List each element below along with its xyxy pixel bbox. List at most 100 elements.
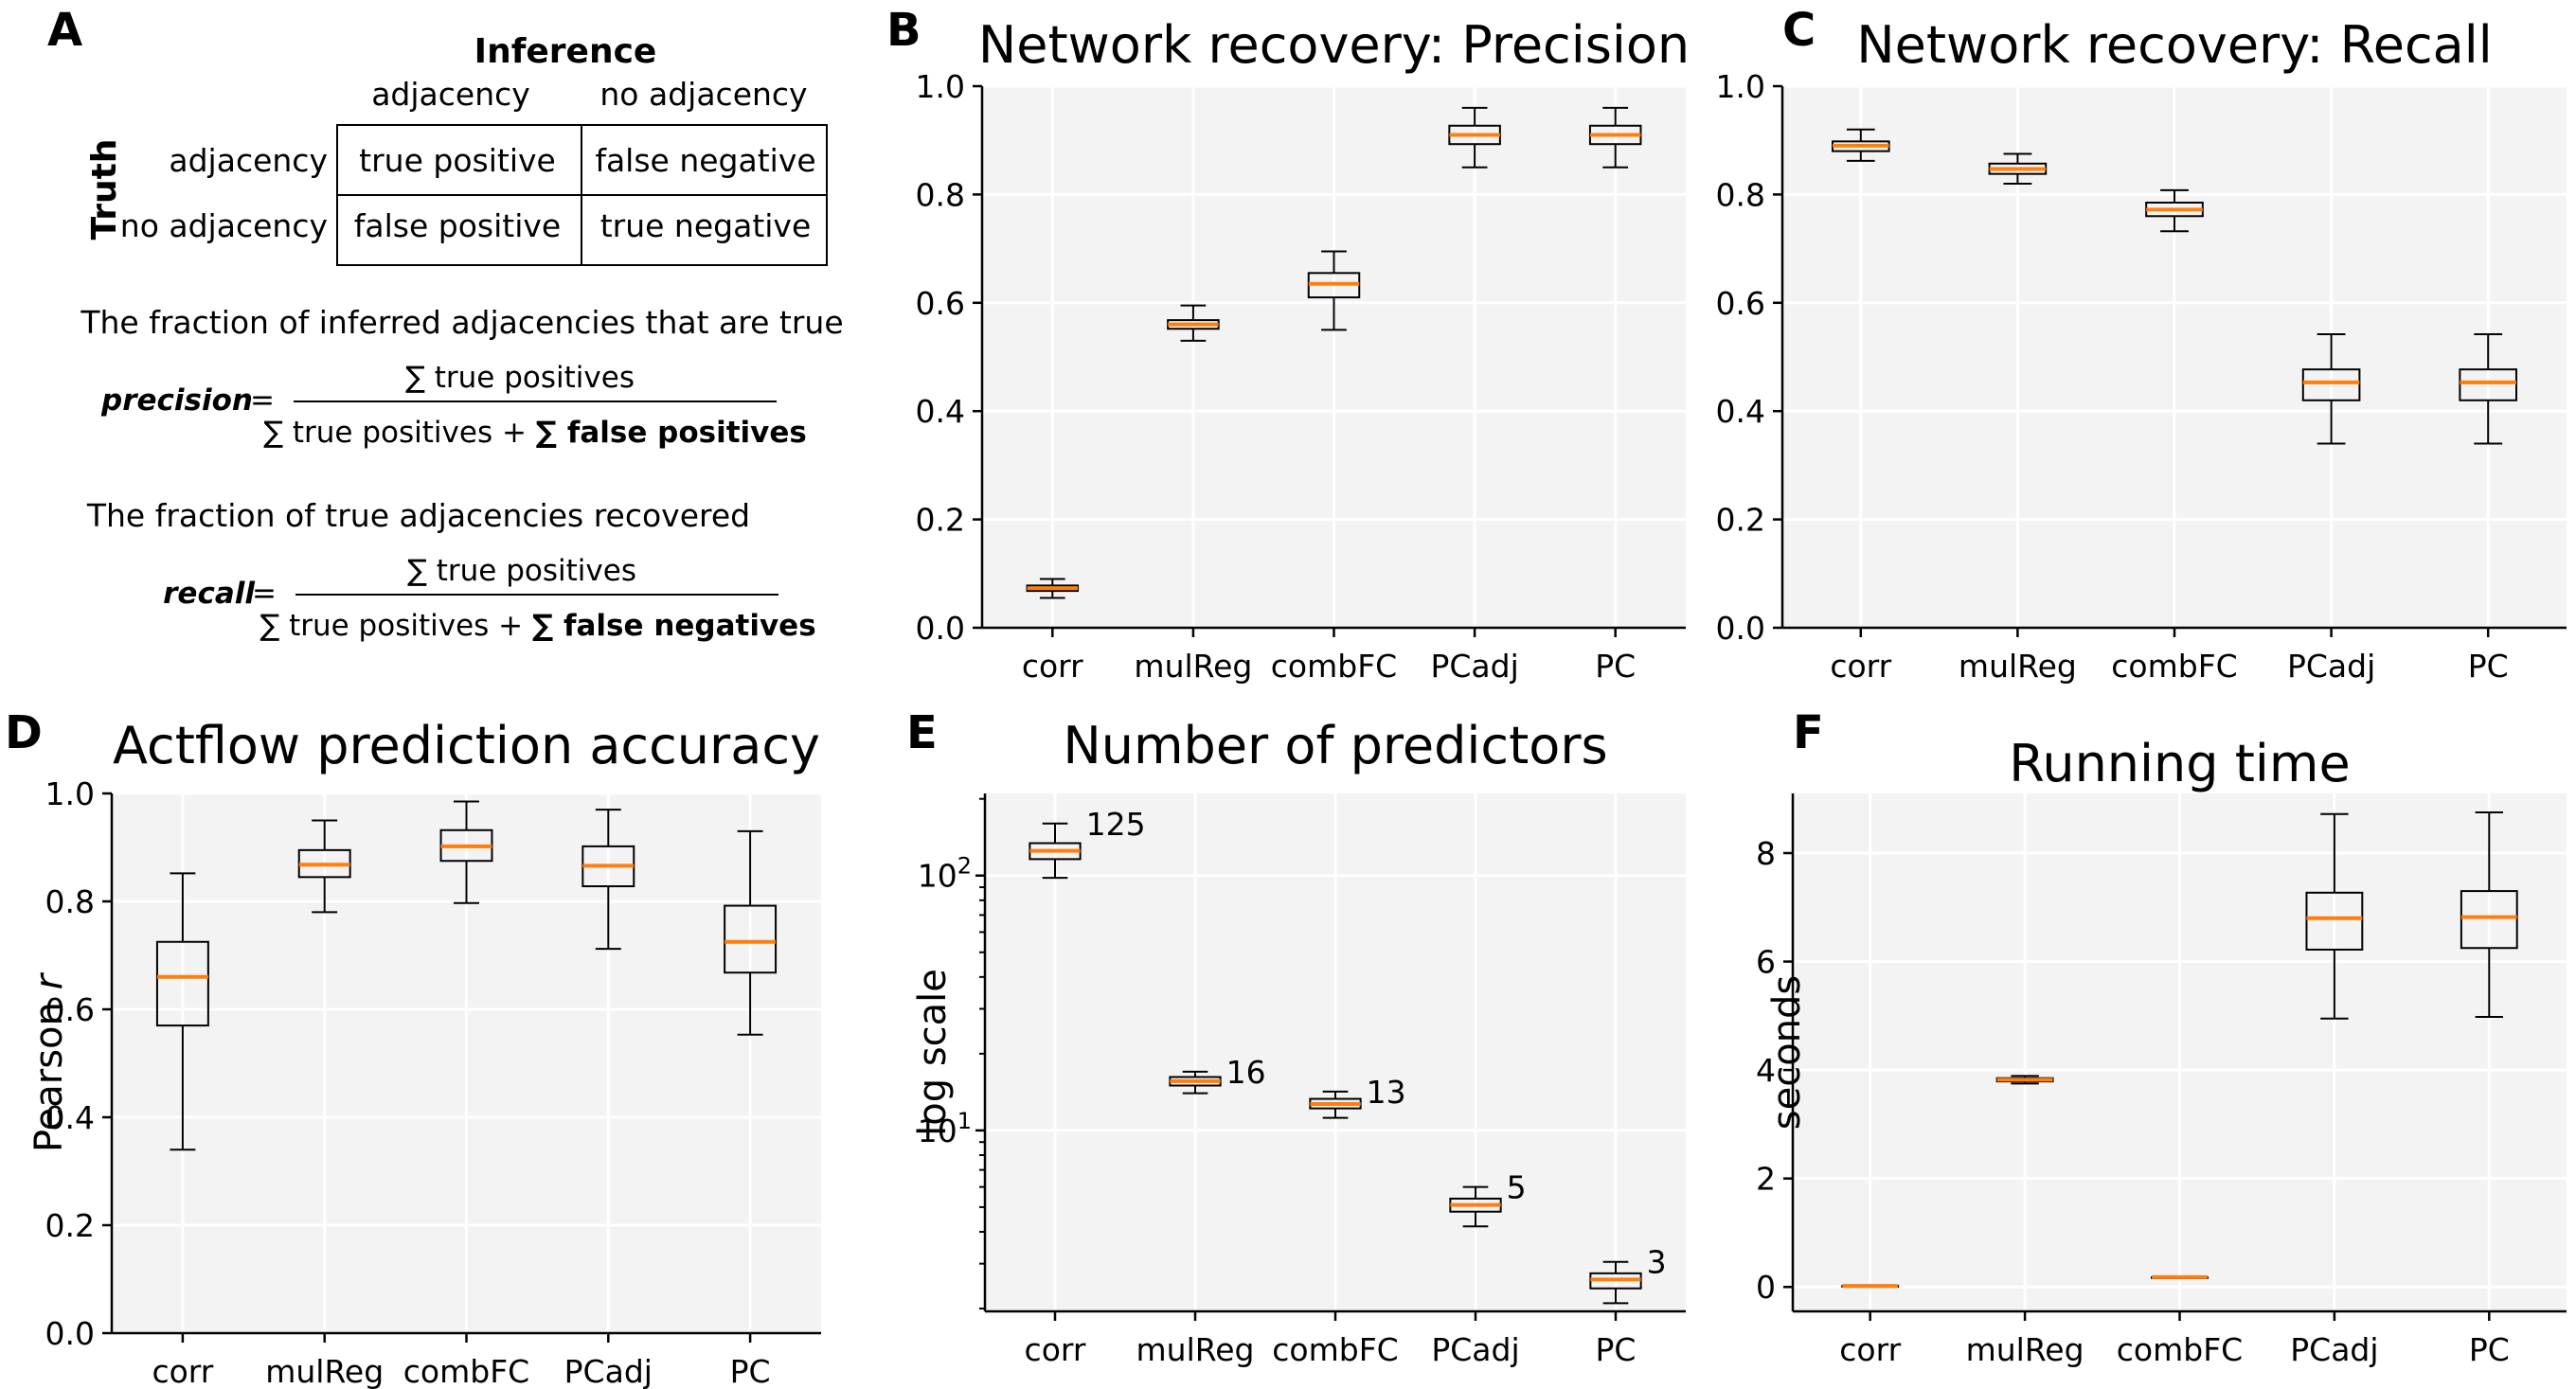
precision-denominator-bold: ∑ false positives (536, 416, 807, 450)
chart-panels: 0.0 0.2 0.4 0.6 0.8 1.0 corr mulReg combFC PCadj P… (5, 4, 2567, 1389)
y-tick-label: 0.8 (45, 883, 95, 920)
x-tick-label-mulreg: mulReg (1136, 1331, 1255, 1368)
chart-title: Actflow prediction accuracy (113, 716, 820, 775)
recall-denominator-bold: ∑ false negatives (532, 609, 816, 643)
box-mulreg (1167, 304, 1220, 342)
box-combfc: 13 (1309, 1074, 1406, 1119)
y-tick-label: 0.4 (45, 1099, 95, 1136)
y-tick-label: 0.8 (916, 176, 965, 213)
x-tick-label-pcadj: PCadj (2290, 1331, 2378, 1368)
y-axis-label: seconds (1765, 975, 1809, 1131)
y-tick-label: 6 (1756, 944, 1776, 981)
cell-false-negative: false negative (595, 142, 815, 179)
y-tick-label: 0.2 (45, 1207, 95, 1244)
precision-equals: = (250, 383, 275, 418)
x-tick-label-pc: PC (730, 1353, 771, 1389)
x-tick-label-mulreg: mulReg (1959, 648, 2077, 685)
x-tick-label-pcadj: PCadj (564, 1353, 653, 1389)
col-label-no-adjacency: no adjacency (599, 76, 807, 113)
y-tick-label: 1.0 (1716, 68, 1765, 105)
y-axis-label-text: log scale (911, 969, 955, 1136)
chart-panel-b: 0.0 0.2 0.4 0.6 0.8 1.0 corr mulReg combFC PCadj P… (886, 4, 1690, 685)
box-corr (1841, 1284, 1900, 1289)
chart-panel-d: 0.0 0.2 0.4 0.6 0.8 1.0 corr mulReg combFC PCadj P… (5, 706, 821, 1389)
recall-caption: The fraction of true adjacencies recover… (86, 497, 750, 534)
precision-denominator: ∑ true positives + ∑ false positives (263, 416, 807, 450)
y-tick-label: 2 (1756, 1161, 1776, 1198)
y-tick-label: 0 (1756, 1269, 1776, 1306)
box-corr: 125 (1029, 806, 1146, 880)
x-tick-label-corr: corr (1022, 648, 1083, 685)
x-tick-label-corr: corr (1830, 648, 1891, 685)
box-pc (724, 829, 778, 1036)
x-tick-label-pc: PC (1595, 648, 1636, 685)
box-mulreg: 16 (1169, 1054, 1266, 1095)
x-tick-label-corr: corr (1025, 1331, 1086, 1368)
box-iqr (155, 940, 209, 1027)
y-tick-label: 0.8 (1716, 176, 1765, 213)
precision-caption: The fraction of inferred adjacencies tha… (80, 304, 843, 341)
box-pc (2460, 811, 2518, 1018)
box-mulreg (297, 819, 351, 914)
col-label-adjacency: adjacency (371, 76, 530, 113)
y-axis-label: log scale (911, 969, 955, 1136)
x-tick-label-pcadj: PCadj (1431, 1331, 1519, 1368)
box-corr (1026, 578, 1080, 599)
y-tick-label: 1.0 (45, 775, 95, 812)
precision-label: precision (100, 383, 253, 418)
box-mulreg (1988, 152, 2048, 185)
cell-false-positive: false positive (354, 207, 561, 244)
x-tick-label-pcadj: PCadj (1430, 648, 1518, 685)
y-tick-label: 0.0 (1716, 610, 1765, 647)
panel-a-definitions: A Inference Truth adjacency no adjacency… (47, 4, 844, 643)
cell-true-positive: true positive (359, 142, 556, 179)
tick-exponent: 2 (957, 853, 972, 880)
chart-panel-c: 0.0 0.2 0.4 0.6 0.8 1.0 corr mulReg combFC PCadj P… (1716, 4, 2567, 685)
x-tick-label-mulreg: mulReg (1134, 648, 1252, 685)
chart-title: Network recovery: Recall (1856, 15, 2492, 75)
box-corr (155, 872, 209, 1151)
y-tick-label: 0.0 (916, 610, 965, 647)
box-iqr (2459, 368, 2518, 401)
row-label-adjacency: adjacency (169, 142, 328, 179)
panel-letter-b: B (886, 4, 921, 57)
x-tick-label-mulreg: mulReg (1966, 1331, 2084, 1368)
box-combfc (2145, 188, 2204, 233)
y-tick-label: 0.6 (1716, 285, 1765, 322)
x-tick-label-pc: PC (2468, 648, 2509, 685)
truth-header: Truth (85, 139, 124, 240)
panel-letter-e: E (906, 706, 938, 759)
chart-title: Running time (2009, 734, 2350, 793)
y-tick-label: 0.2 (916, 502, 965, 539)
box-iqr (2460, 890, 2518, 950)
box-annotation: 13 (1367, 1074, 1406, 1111)
y-tick-label: 0.6 (45, 991, 95, 1028)
y-tick-label: 0.2 (1716, 502, 1765, 539)
y-tick-label: 8 (1756, 835, 1776, 872)
box-annotation: 16 (1226, 1054, 1266, 1091)
box-annotation: 3 (1647, 1244, 1667, 1281)
tick-base: 10 (918, 858, 957, 895)
precision-denominator-plain: ∑ true positives + (263, 416, 536, 450)
cell-true-negative: true negative (600, 207, 812, 244)
precision-numerator: ∑ true positives (405, 361, 635, 395)
y-tick-label: 101 (918, 1108, 972, 1149)
y-tick-label: 0.6 (916, 285, 965, 322)
box-combfc (439, 800, 493, 904)
panel-letter-d: D (5, 706, 43, 759)
row-label-no-adjacency: no adjacency (120, 207, 328, 244)
x-tick-label-pc: PC (1596, 1331, 1637, 1368)
recall-denominator: ∑ true positives + ∑ false negatives (259, 609, 815, 643)
chart-title: Network recovery: Precision (978, 15, 1690, 75)
panel-letter-c: C (1782, 4, 1816, 57)
box-pcadj (1448, 106, 1501, 169)
box-combfc (1307, 250, 1361, 331)
box-pcadj (2301, 332, 2361, 445)
y-axis-label-text: Pearson (27, 989, 71, 1152)
box-pcadj: 5 (1449, 1169, 1527, 1228)
box-iqr (2301, 368, 2361, 401)
chart-panel-f: 0 2 4 6 8 corr mulReg combFC PCadj PC Running time… (1756, 706, 2567, 1368)
box-mulreg (1995, 1075, 2054, 1085)
